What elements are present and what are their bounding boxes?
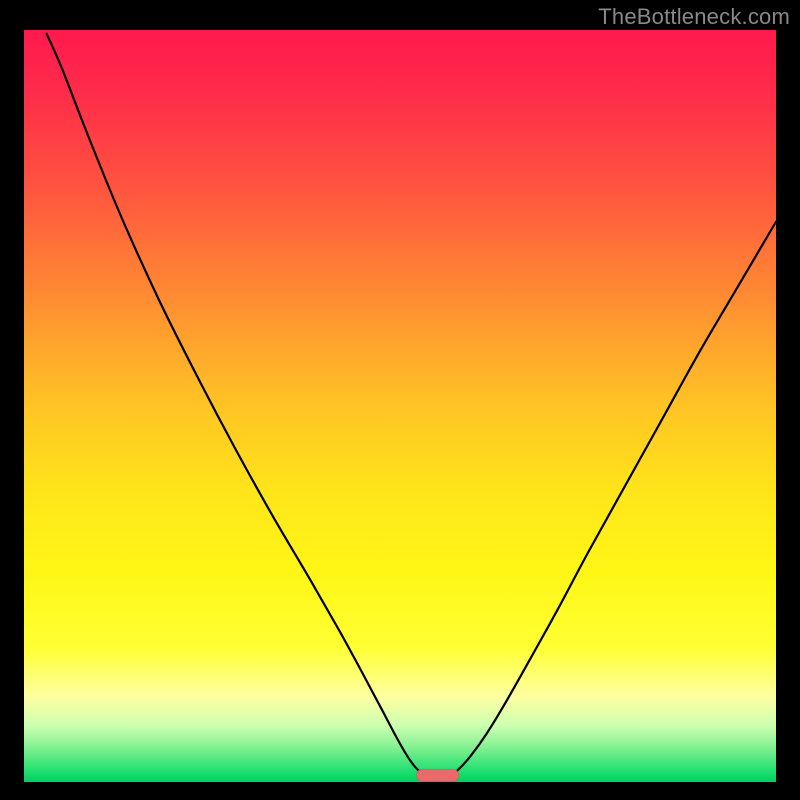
- chart-background: [24, 30, 776, 782]
- chart-frame: TheBottleneck.com: [0, 0, 800, 800]
- plot-area: [24, 30, 776, 782]
- watermark-text: TheBottleneck.com: [598, 4, 790, 30]
- chart-svg: [24, 30, 776, 782]
- optimum-marker: [417, 769, 459, 781]
